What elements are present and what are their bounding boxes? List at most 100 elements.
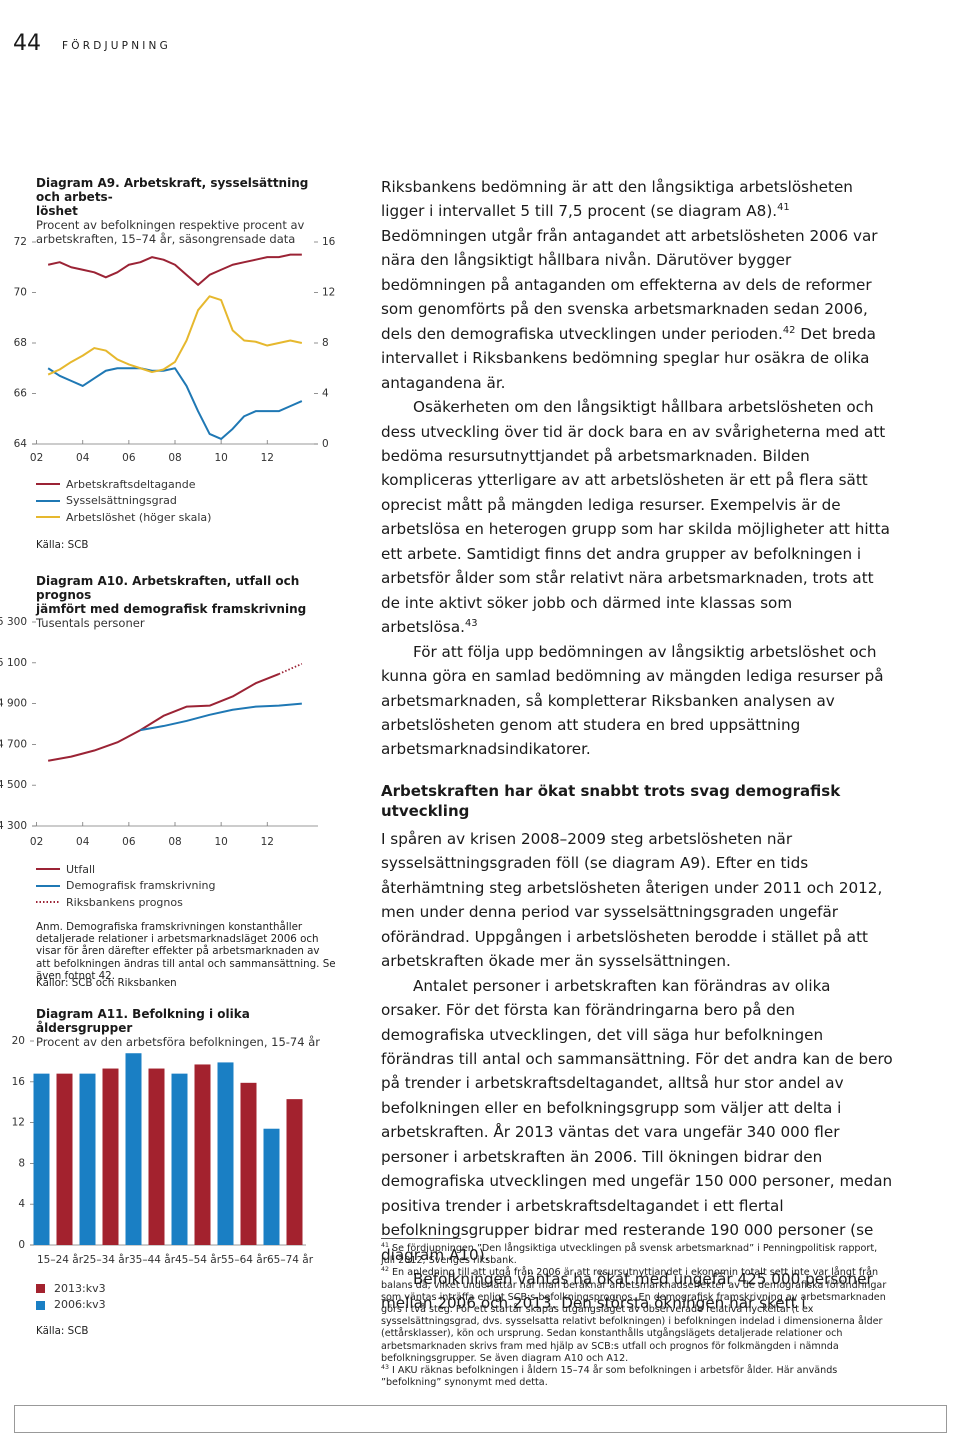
footnote-ref: 43 (464, 618, 478, 630)
x-tick-label: 12 (261, 452, 274, 464)
footnote-number: 42 (381, 1266, 389, 1274)
bar (286, 1099, 303, 1245)
footnote-ref: 42 (782, 324, 796, 336)
legend-label: Sysselsättningsgrad (66, 494, 177, 508)
y-tick-label: 0 (18, 1239, 25, 1251)
chart-title: Diagram A11. Befolkning i olika åldersgr… (36, 1007, 336, 1035)
section-heading: Arbetskraften har ökat snabbt trots svag… (381, 781, 841, 820)
chart-title-block: Diagram A10. Arbetskraften, utfall och p… (36, 574, 336, 630)
chart-title-line: Diagram A11. Befolkning i olika åldersgr… (36, 1007, 250, 1035)
x-tick-label: 10 (214, 836, 227, 848)
text-run: Befolkningen väntas ha ökat med ungefär … (381, 1270, 873, 1313)
legend-swatch (36, 1284, 45, 1294)
x-tick-label: 04 (76, 452, 90, 464)
footnote-number: 43 (381, 1363, 389, 1371)
legend-entry: Riksbankens prognos (36, 894, 215, 911)
footnote-ref: 41 (777, 202, 790, 214)
chart-subtitle: Procent av den arbetsföra befolkningen, … (36, 1035, 320, 1049)
legend-entry: Sysselsättningsgrad (36, 493, 211, 510)
series-line (47, 295, 303, 376)
legend-label: 2013:kv3 (54, 1281, 106, 1295)
legend-square (36, 1300, 45, 1310)
y2-tick-label: 16 (322, 236, 336, 248)
bar (240, 1082, 257, 1245)
legend: Utfall Demografisk framskrivning Riksbanke… (36, 861, 215, 911)
text-run: Osäkerheten om den långsiktigt hållbara … (381, 398, 890, 637)
y-tick-label: 4 700 (0, 738, 27, 750)
paragraph: I spåren av krisen 2008–2009 steg arbets… (381, 827, 893, 974)
legend-label: Riksbankens prognos (66, 895, 183, 909)
x-tick-label: 15–24 år (37, 1253, 84, 1266)
chart-title-block: Diagram A9. Arbetskraft, sysselsättning … (36, 176, 336, 246)
legend-entry: 2006:kv3 (36, 1297, 106, 1314)
footnote-text: Se fördjupningen ”Den långsiktiga utveck… (381, 1243, 878, 1267)
y2-tick-label: 0 (322, 438, 329, 450)
legend-swatch (36, 884, 60, 887)
footnote: 43 I AKU räknas befolkningen i åldern 15… (381, 1363, 893, 1389)
series-line (278, 662, 303, 675)
chart-subtitle: Procent av befolkningen respektive proce… (36, 218, 305, 246)
series-line (140, 702, 302, 732)
legend-label: Arbetskraftsdeltagande (66, 477, 196, 491)
footnote-text: I AKU räknas befolkningen i åldern 15–74… (381, 1365, 838, 1389)
section-label: FÖRDJUPNING (62, 40, 171, 52)
y-tick-label: 5 100 (0, 657, 27, 669)
legend-swatch (36, 499, 60, 502)
y-tick-label: 12 (12, 1117, 25, 1129)
y-tick-label: 66 (14, 388, 28, 400)
y-tick-label: 64 (14, 438, 28, 450)
legend-swatch (36, 516, 60, 519)
legend-square (36, 1284, 45, 1294)
x-tick-label: 06 (122, 452, 136, 464)
y-tick-label: 20 (12, 1035, 25, 1047)
footnote-number: 41 (381, 1241, 389, 1249)
bar (125, 1053, 142, 1245)
x-tick-label: 65–74 år (267, 1253, 314, 1266)
text-run: Antalet personer i arbetskraften kan för… (381, 976, 893, 1264)
series-line (47, 367, 303, 440)
y-tick-label: 5 300 (0, 616, 27, 628)
footer-frame (14, 1405, 947, 1433)
x-tick-label: 08 (168, 452, 181, 464)
legend-entry: Demografisk framskrivning (36, 878, 215, 895)
bar (217, 1062, 234, 1245)
legend-entry: Arbetskraftsdeltagande (36, 476, 211, 493)
chart-title-block: Diagram A11. Befolkning i olika åldersgr… (36, 1007, 336, 1049)
paragraph: Osäkerheten om den långsiktigt hållbara … (381, 395, 893, 640)
legend-label: Arbetslöshet (höger skala) (66, 510, 212, 524)
bar (33, 1073, 50, 1245)
y-tick-label: 72 (14, 236, 27, 248)
bar (56, 1073, 73, 1245)
x-tick-label: 02 (30, 452, 43, 464)
x-tick-label: 25–34 år (83, 1253, 130, 1266)
text-run: Det breda intervallet i Riksbankens bedö… (381, 324, 876, 392)
y2-tick-label: 12 (322, 287, 335, 299)
y-tick-label: 70 (14, 287, 27, 299)
y-tick-label: 4 300 (0, 820, 27, 832)
legend-label: Demografisk framskrivning (66, 879, 216, 893)
bar (171, 1073, 188, 1245)
x-tick-label: 02 (30, 836, 43, 848)
legend-swatch (36, 483, 60, 486)
bar (79, 1073, 96, 1245)
paragraph: Befolkningen väntas ha ökat med ungefär … (381, 1267, 893, 1316)
bar (263, 1128, 280, 1245)
legend-swatch (36, 1300, 45, 1310)
chart-subtitle: Tusentals personer (36, 616, 145, 630)
chart-source: Källor: SCB och Riksbanken (36, 977, 177, 989)
x-tick-label: 35–44 år (129, 1253, 176, 1266)
bar (102, 1068, 119, 1245)
legend-label: 2006:kv3 (54, 1298, 106, 1312)
chart-title-line: Diagram A10. Arbetskraften, utfall och p… (36, 574, 300, 602)
footnote: 41 Se fördjupningen ”Den långsiktiga utv… (381, 1241, 893, 1267)
y-tick-label: 68 (14, 337, 27, 349)
x-tick-label: 04 (76, 836, 90, 848)
text-run: Bedömningen utgår från antagandet att ar… (381, 226, 878, 343)
x-tick-label: 45–54 år (175, 1253, 222, 1266)
chart-source: Källa: SCB (36, 539, 89, 551)
y-tick-label: 8 (18, 1157, 25, 1169)
legend: 2013:kv3 2006:kv3 (36, 1280, 106, 1313)
bar (194, 1064, 211, 1245)
chart-title: Diagram A10. Arbetskraften, utfall och p… (36, 574, 336, 616)
paragraph: Riksbankens bedömning är att den långsik… (381, 175, 893, 395)
